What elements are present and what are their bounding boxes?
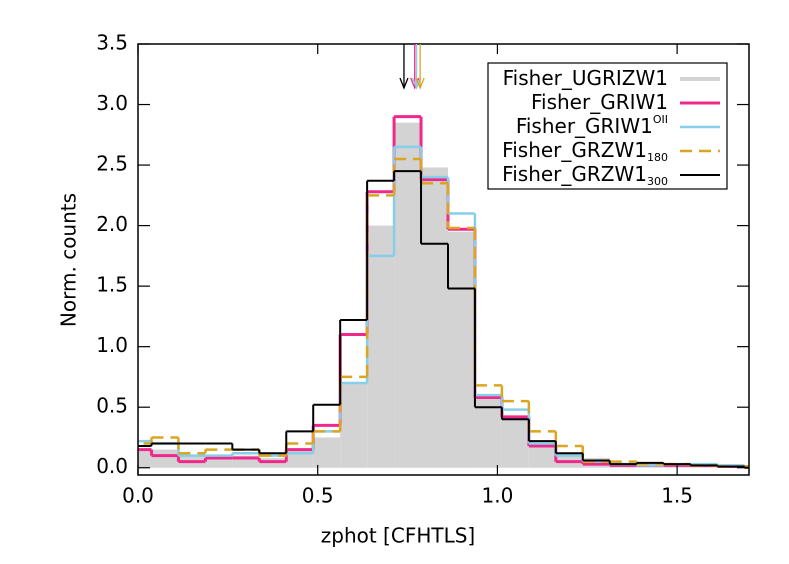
bar xyxy=(528,443,556,468)
y-tick-label: 1.0 xyxy=(96,333,128,357)
median-arrow xyxy=(411,44,422,90)
x-tick-label: 1.5 xyxy=(661,484,693,508)
legend-name: Fisher_GRIW1 xyxy=(516,114,653,138)
x-tick-label: 0.5 xyxy=(302,484,334,508)
arrow-head xyxy=(411,77,422,90)
y-tick-label: 2.5 xyxy=(96,152,128,176)
legend-sub: 300 xyxy=(647,175,668,188)
bar xyxy=(367,225,395,468)
legend-name: Fisher_UGRIZW1 xyxy=(503,66,668,90)
legend-label: Fisher_GRIW1OII xyxy=(516,113,668,138)
median-arrow xyxy=(399,44,409,90)
bar xyxy=(151,449,179,468)
legend-label: Fisher_GRIW1 xyxy=(531,90,668,114)
bar xyxy=(421,167,448,468)
bar xyxy=(394,122,422,468)
bar xyxy=(447,231,475,468)
bar xyxy=(501,416,529,468)
legend-sup: OII xyxy=(653,113,668,126)
y-tick-label: 3.0 xyxy=(96,91,128,115)
x-axis-label: zphot [CFHTLS] xyxy=(321,524,475,548)
y-tick-label: 1.5 xyxy=(96,273,128,297)
legend-label: Fisher_GRZW1300 xyxy=(502,162,668,189)
legend-name: Fisher_GRZW1 xyxy=(502,138,647,162)
legend-sub: 180 xyxy=(647,151,668,164)
axes-frame xyxy=(137,43,750,476)
y-axis-label: Norm. counts xyxy=(57,193,81,327)
plot-area xyxy=(138,115,749,469)
median-arrow xyxy=(415,44,425,90)
legend-label: Fisher_GRZW1180 xyxy=(502,138,668,165)
bar xyxy=(138,449,152,468)
bar xyxy=(474,395,502,468)
x-tick-label: 0.0 xyxy=(122,484,154,508)
legend-name: Fisher_GRIW1 xyxy=(531,90,668,114)
y-tick-label: 0.5 xyxy=(96,394,128,418)
arrow-head xyxy=(415,77,425,90)
x-tick-label: 1.0 xyxy=(482,484,514,508)
legend-label: Fisher_UGRIZW1 xyxy=(503,66,668,90)
y-tick-label: 2.0 xyxy=(96,212,128,236)
bar xyxy=(340,382,368,468)
arrow-head xyxy=(399,77,409,90)
y-tick-label: 3.5 xyxy=(96,31,128,55)
legend-name: Fisher_GRZW1 xyxy=(502,162,647,186)
bar xyxy=(313,437,341,468)
y-tick-label: 0.0 xyxy=(96,454,128,478)
